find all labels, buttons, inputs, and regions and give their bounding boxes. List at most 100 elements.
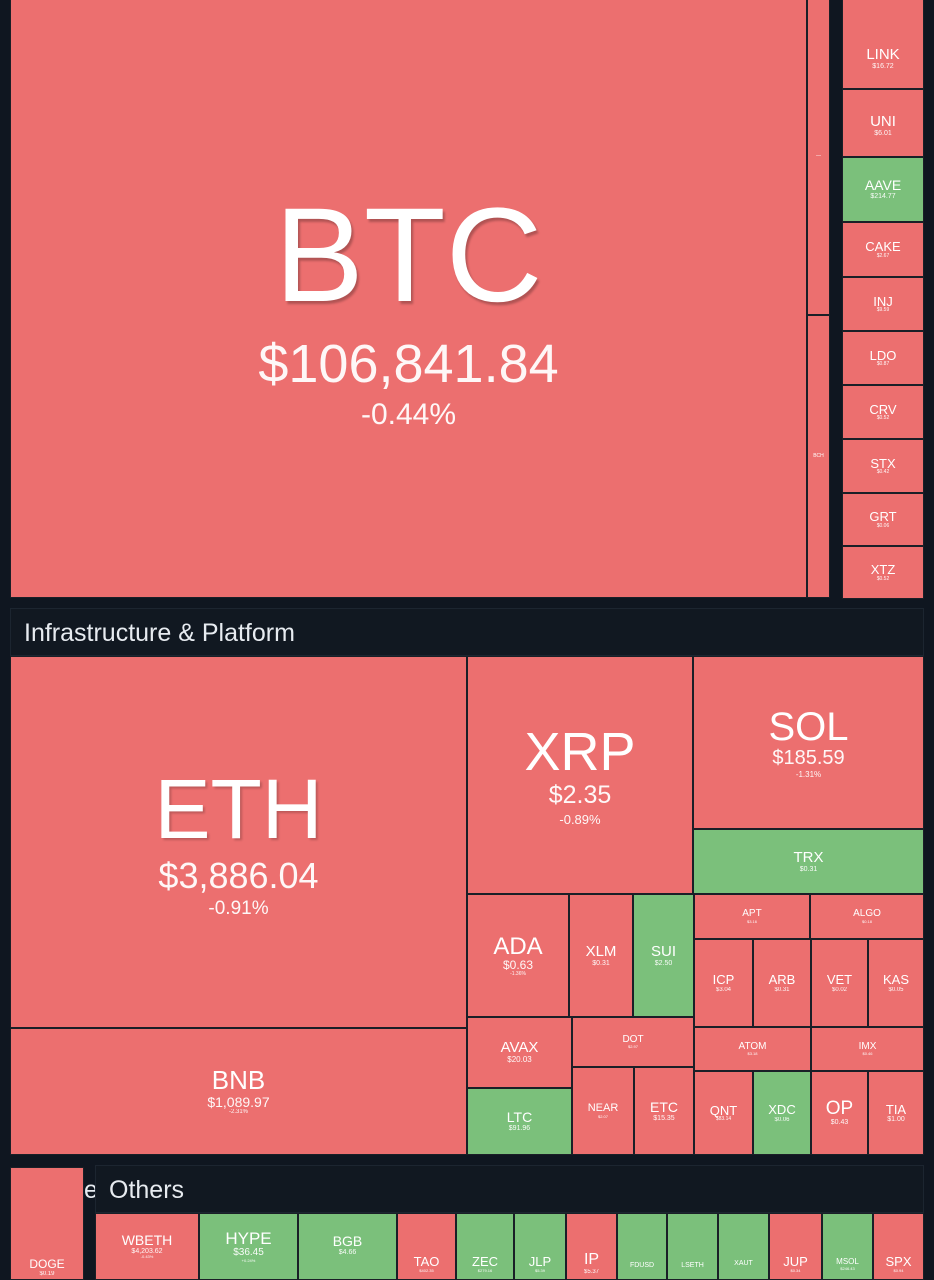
tile-vet[interactable]: VET $0.02	[811, 939, 868, 1027]
tile-ltc[interactable]: LTC $91.96	[467, 1088, 572, 1155]
tile-trx[interactable]: TRX $0.31	[693, 829, 924, 894]
tile-symbol: VET	[826, 972, 853, 988]
tile-xrp[interactable]: XRP $2.35 -0.89%	[467, 656, 693, 894]
tile-bgb[interactable]: BGB $4.66	[298, 1213, 397, 1280]
tile-symbol: TRX	[793, 848, 824, 866]
tile-price: $1,089.97	[207, 1093, 270, 1110]
tile-symbol: ATOM	[738, 1040, 767, 1052]
tile-price: $4.66	[338, 1248, 357, 1256]
tile-algo[interactable]: ALGO $0.18	[810, 894, 924, 939]
tile-symbol: ETC	[650, 1098, 678, 1115]
tile-bnb[interactable]: BNB $1,089.97 -2.31%	[10, 1028, 467, 1155]
tile-wbeth[interactable]: WBETH $4,203.62 -0.43%	[95, 1213, 199, 1280]
tile-arb[interactable]: ARB $0.31	[753, 939, 811, 1027]
tile-price: $83.14	[715, 1116, 732, 1123]
tile-apt[interactable]: APT $3.16	[694, 894, 810, 939]
tile-tia[interactable]: TIA $1.00	[868, 1071, 924, 1155]
tile-xaut[interactable]: XAUT	[718, 1213, 769, 1280]
tile-xlm[interactable]: XLM $0.31	[569, 894, 633, 1017]
tile-price: $36.45	[233, 1247, 264, 1259]
tile-symbol: MSOL	[836, 1257, 859, 1267]
tile-zec[interactable]: ZEC $279.16	[456, 1213, 514, 1280]
tile-price: $5.39	[534, 1267, 545, 1273]
tile-msol[interactable]: MSOL $246.43	[822, 1213, 873, 1280]
tile-symbol: SPX	[885, 1254, 912, 1270]
tile-stx[interactable]: STX $0.42	[842, 439, 924, 493]
tile-icp[interactable]: ICP $3.04	[694, 939, 753, 1027]
tile-qnt[interactable]: QNT $83.14	[694, 1071, 753, 1155]
tile-small-sliver[interactable]: —	[807, 0, 830, 315]
tile-lseth[interactable]: LSETH	[667, 1213, 718, 1280]
tile-eth[interactable]: ETH $3,886.04 -0.91%	[10, 656, 467, 1028]
tile-price: $0.06	[876, 522, 890, 529]
tile-symbol: OP	[825, 1098, 854, 1120]
tile-price: $185.59	[772, 746, 845, 769]
tile-price: $0.06	[774, 1116, 790, 1123]
tile-avax[interactable]: AVAX $20.03	[467, 1017, 572, 1088]
tile-symbol: DOT	[622, 1033, 644, 1045]
tile-xtz[interactable]: XTZ $0.52	[842, 546, 924, 599]
tile-jup[interactable]: JUP $0.34	[769, 1213, 822, 1280]
tile-symbol: XLM	[585, 942, 617, 960]
tile-crv[interactable]: CRV $0.52	[842, 385, 924, 439]
tile-uni[interactable]: UNI $6.01	[842, 89, 924, 157]
tile-price: $106,841.84	[258, 334, 559, 395]
tile-price: $2.67	[876, 252, 890, 259]
tile-symbol: LSETH	[681, 1261, 704, 1269]
section-title-infrastructure: Infrastructure & Platform	[24, 619, 295, 647]
tile-inj[interactable]: INJ $9.59	[842, 277, 924, 331]
tile-xdc[interactable]: XDC $0.06	[753, 1071, 811, 1155]
tile-ada[interactable]: ADA $0.63 -1.36%	[467, 894, 569, 1017]
tile-op[interactable]: OP $0.43	[811, 1071, 868, 1155]
tile-dot[interactable]: DOT $2.97	[572, 1017, 694, 1067]
tile-price: $16.72	[872, 62, 894, 70]
tile-symbol: BNB	[211, 1065, 266, 1096]
tile-price: $0.46	[862, 1051, 873, 1057]
tile-near[interactable]: NEAR $2.07	[572, 1067, 634, 1155]
tile-tao[interactable]: TAO $402.35	[397, 1213, 456, 1280]
tile-symbol: CAKE	[865, 239, 901, 255]
tile-spx[interactable]: SPX $0.94	[873, 1213, 924, 1280]
tile-price: $214.77	[870, 193, 896, 201]
tile-price: $0.19	[39, 1270, 55, 1277]
tile-jlp[interactable]: JLP $5.39	[514, 1213, 566, 1280]
tile-doge[interactable]: DOGE $0.19	[10, 1167, 84, 1280]
tile-symbol: ICP	[712, 972, 735, 988]
tile-price: $9.59	[876, 307, 890, 314]
tile-symbol: FDUSD	[629, 1261, 655, 1269]
tile-symbol: KAS	[882, 972, 909, 988]
tile-sol[interactable]: SOL $185.59 -1.31%	[693, 656, 924, 829]
tile-price: $0.31	[774, 986, 790, 993]
tile-price: $4,203.62	[131, 1248, 163, 1256]
tile-price: $20.03	[507, 1055, 532, 1065]
tile-symbol: AVAX	[500, 1039, 539, 1057]
tile-kas[interactable]: KAS $0.05	[868, 939, 924, 1027]
tile-symbol: ALGO	[853, 908, 881, 920]
tile-link[interactable]: LINK $16.72	[842, 0, 924, 89]
tile-price: $2.50	[654, 959, 673, 967]
tile-imx[interactable]: IMX $0.46	[811, 1027, 924, 1071]
tile-grt[interactable]: GRT $0.06	[842, 493, 924, 546]
tile-sui[interactable]: SUI $2.50	[633, 894, 694, 1017]
tile-symbol: JLP	[528, 1254, 552, 1270]
tile-hype[interactable]: HYPE $36.45 +0.24%	[199, 1213, 298, 1280]
tile-fdusd[interactable]: FDUSD	[617, 1213, 667, 1280]
tile-symbol: TIA	[885, 1101, 907, 1117]
tile-bch[interactable]: BCH	[807, 315, 830, 598]
tile-ip[interactable]: IP $5.37	[566, 1213, 617, 1280]
tile-price: $279.16	[477, 1267, 493, 1273]
tile-price: $246.43	[840, 1265, 855, 1271]
tile-change: +0.24%	[241, 1257, 256, 1263]
tile-atom[interactable]: ATOM $3.18	[694, 1027, 811, 1071]
tile-symbol: BGB	[332, 1233, 363, 1249]
tile-cake[interactable]: CAKE $2.67	[842, 222, 924, 277]
tile-price: $0.18	[861, 918, 872, 924]
tile-aave[interactable]: AAVE $214.77	[842, 157, 924, 222]
tile-btc[interactable]: BTC $106,841.84 -0.44%	[10, 0, 807, 598]
tile-symbol: ZEC	[472, 1254, 498, 1270]
tile-symbol: NEAR	[587, 1102, 619, 1115]
tile-change: -2.31%	[228, 1109, 248, 1116]
tile-etc[interactable]: ETC $15.35	[634, 1067, 694, 1155]
tile-ldo[interactable]: LDO $0.87	[842, 331, 924, 385]
tile-price: $0.52	[876, 415, 890, 422]
